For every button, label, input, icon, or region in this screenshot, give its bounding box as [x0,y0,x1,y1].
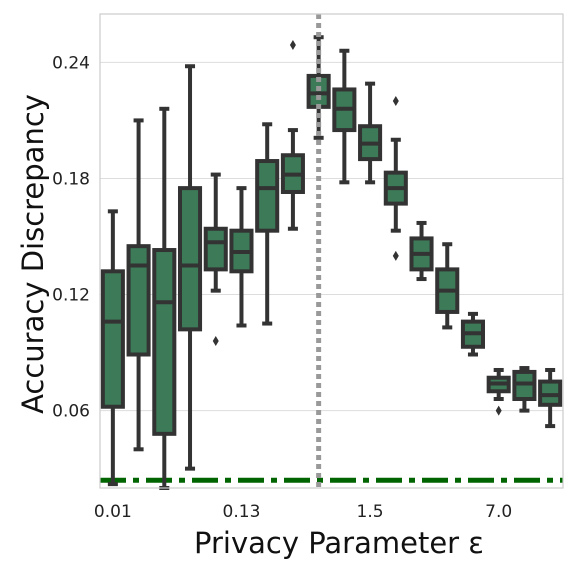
box-body [100,269,125,409]
x-tick-label: 1.5 [357,502,384,522]
box-17 [512,366,537,413]
box-18 [538,367,563,429]
box-10 [332,48,357,185]
box-body [177,186,203,332]
y-tick-label: 0.24 [52,53,90,73]
box-series [100,35,563,490]
x-tick-label: 7.0 [485,502,512,522]
box-15 [460,311,486,357]
grid-lines [100,61,563,412]
box-7 [255,122,280,326]
y-tick-label: 0.18 [52,169,90,189]
box-1 [100,209,125,487]
box-12 [383,96,408,261]
outlier-point [495,405,502,416]
x-axis-label: Privacy Parameter ε [194,526,484,560]
box-2 [126,118,151,452]
outlier-point [392,250,399,261]
box-body [255,159,280,233]
box-4 [177,64,203,471]
box-16 [486,367,511,416]
x-tick-label: 0.13 [223,502,261,522]
box-6 [229,186,254,328]
box-body [126,244,151,357]
outlier-point [392,96,399,107]
plot-frame [99,13,564,489]
y-tick-labels: 0.06 0.12 0.18 0.24 [52,53,90,421]
box-8 [280,39,305,231]
y-tick-label: 0.06 [52,402,90,422]
box-14 [435,242,460,330]
x-tick-labels: 0.01 0.13 1.5 7.0 [94,502,512,522]
x-tick-label: 0.01 [94,502,132,522]
box-13 [409,220,434,282]
y-tick-label: 0.12 [52,286,90,306]
y-axis-label: Accuracy Discrepancy [16,94,50,414]
box-11 [358,81,383,185]
box-body [152,248,177,436]
outlier-point [212,335,219,346]
outlier-point [289,39,296,50]
box-5 [203,172,228,346]
box-body [203,226,228,272]
box-3 [152,106,177,490]
